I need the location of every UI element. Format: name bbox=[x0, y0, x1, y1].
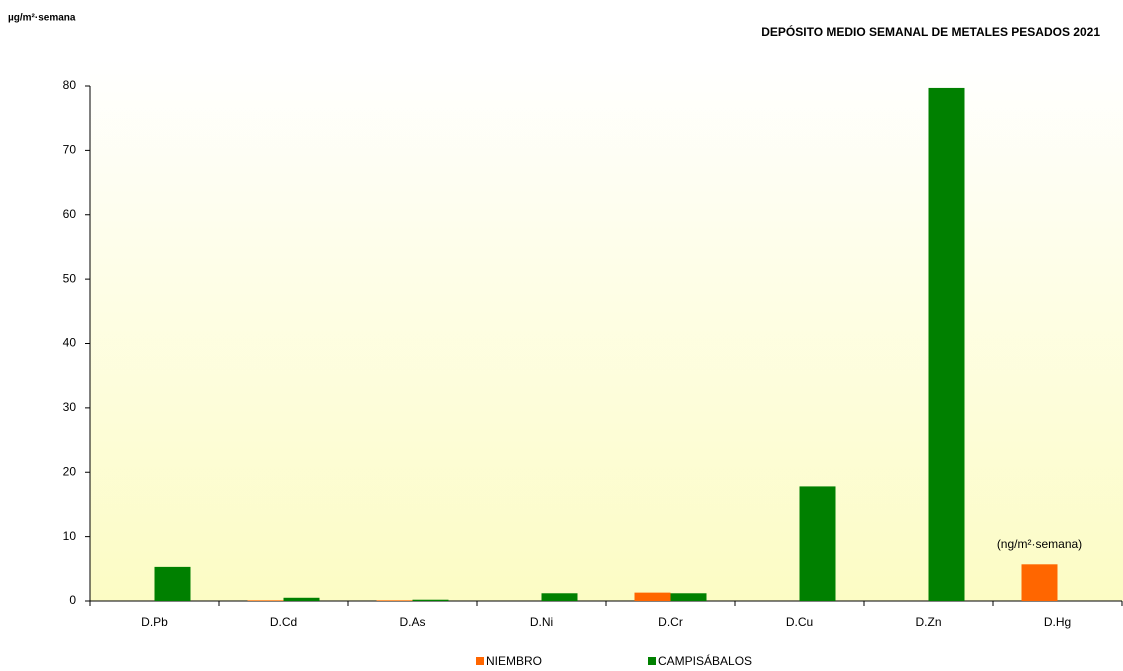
y-tick-label: 0 bbox=[69, 593, 76, 607]
annotation: (ng/m²·semana) bbox=[997, 537, 1082, 551]
plot-area bbox=[90, 60, 1123, 601]
x-tick-label: D.Cd bbox=[270, 615, 297, 629]
x-tick-label: D.Cr bbox=[658, 615, 683, 629]
bar bbox=[634, 592, 671, 601]
bar bbox=[799, 486, 836, 601]
x-tick-label: D.Zn bbox=[915, 615, 941, 629]
bar bbox=[1021, 564, 1058, 601]
x-tick-label: D.Ni bbox=[530, 615, 553, 629]
chart-title: DEPÓSITO MEDIO SEMANAL DE METALES PESADO… bbox=[761, 24, 1100, 39]
x-tick-label: D.As bbox=[399, 615, 425, 629]
bar bbox=[928, 87, 965, 601]
bar bbox=[247, 600, 284, 601]
legend-swatch bbox=[476, 657, 484, 665]
x-tick-label: D.Pb bbox=[141, 615, 168, 629]
legend-swatch bbox=[648, 657, 656, 665]
bar bbox=[283, 597, 320, 601]
bar bbox=[412, 599, 449, 601]
x-tick-label: D.Cu bbox=[786, 615, 813, 629]
legend-label: CAMPISÁBALOS bbox=[658, 653, 752, 668]
bar bbox=[670, 593, 707, 601]
y-tick-label: 30 bbox=[63, 400, 77, 414]
bar bbox=[541, 593, 578, 601]
y-tick-label: 50 bbox=[63, 271, 77, 285]
bar bbox=[376, 600, 413, 601]
y-tick-label: 40 bbox=[63, 336, 77, 350]
y-tick-label: 70 bbox=[63, 143, 77, 157]
y-tick-label: 80 bbox=[63, 78, 77, 92]
legend-label: NIEMBRO bbox=[486, 654, 542, 668]
x-tick-label: D.Hg bbox=[1044, 615, 1071, 629]
y-axis-label: µg/m²·semana bbox=[8, 13, 76, 24]
bar bbox=[154, 566, 191, 601]
y-tick-label: 10 bbox=[63, 529, 77, 543]
y-tick-label: 20 bbox=[63, 464, 77, 478]
y-tick-label: 60 bbox=[63, 207, 77, 221]
